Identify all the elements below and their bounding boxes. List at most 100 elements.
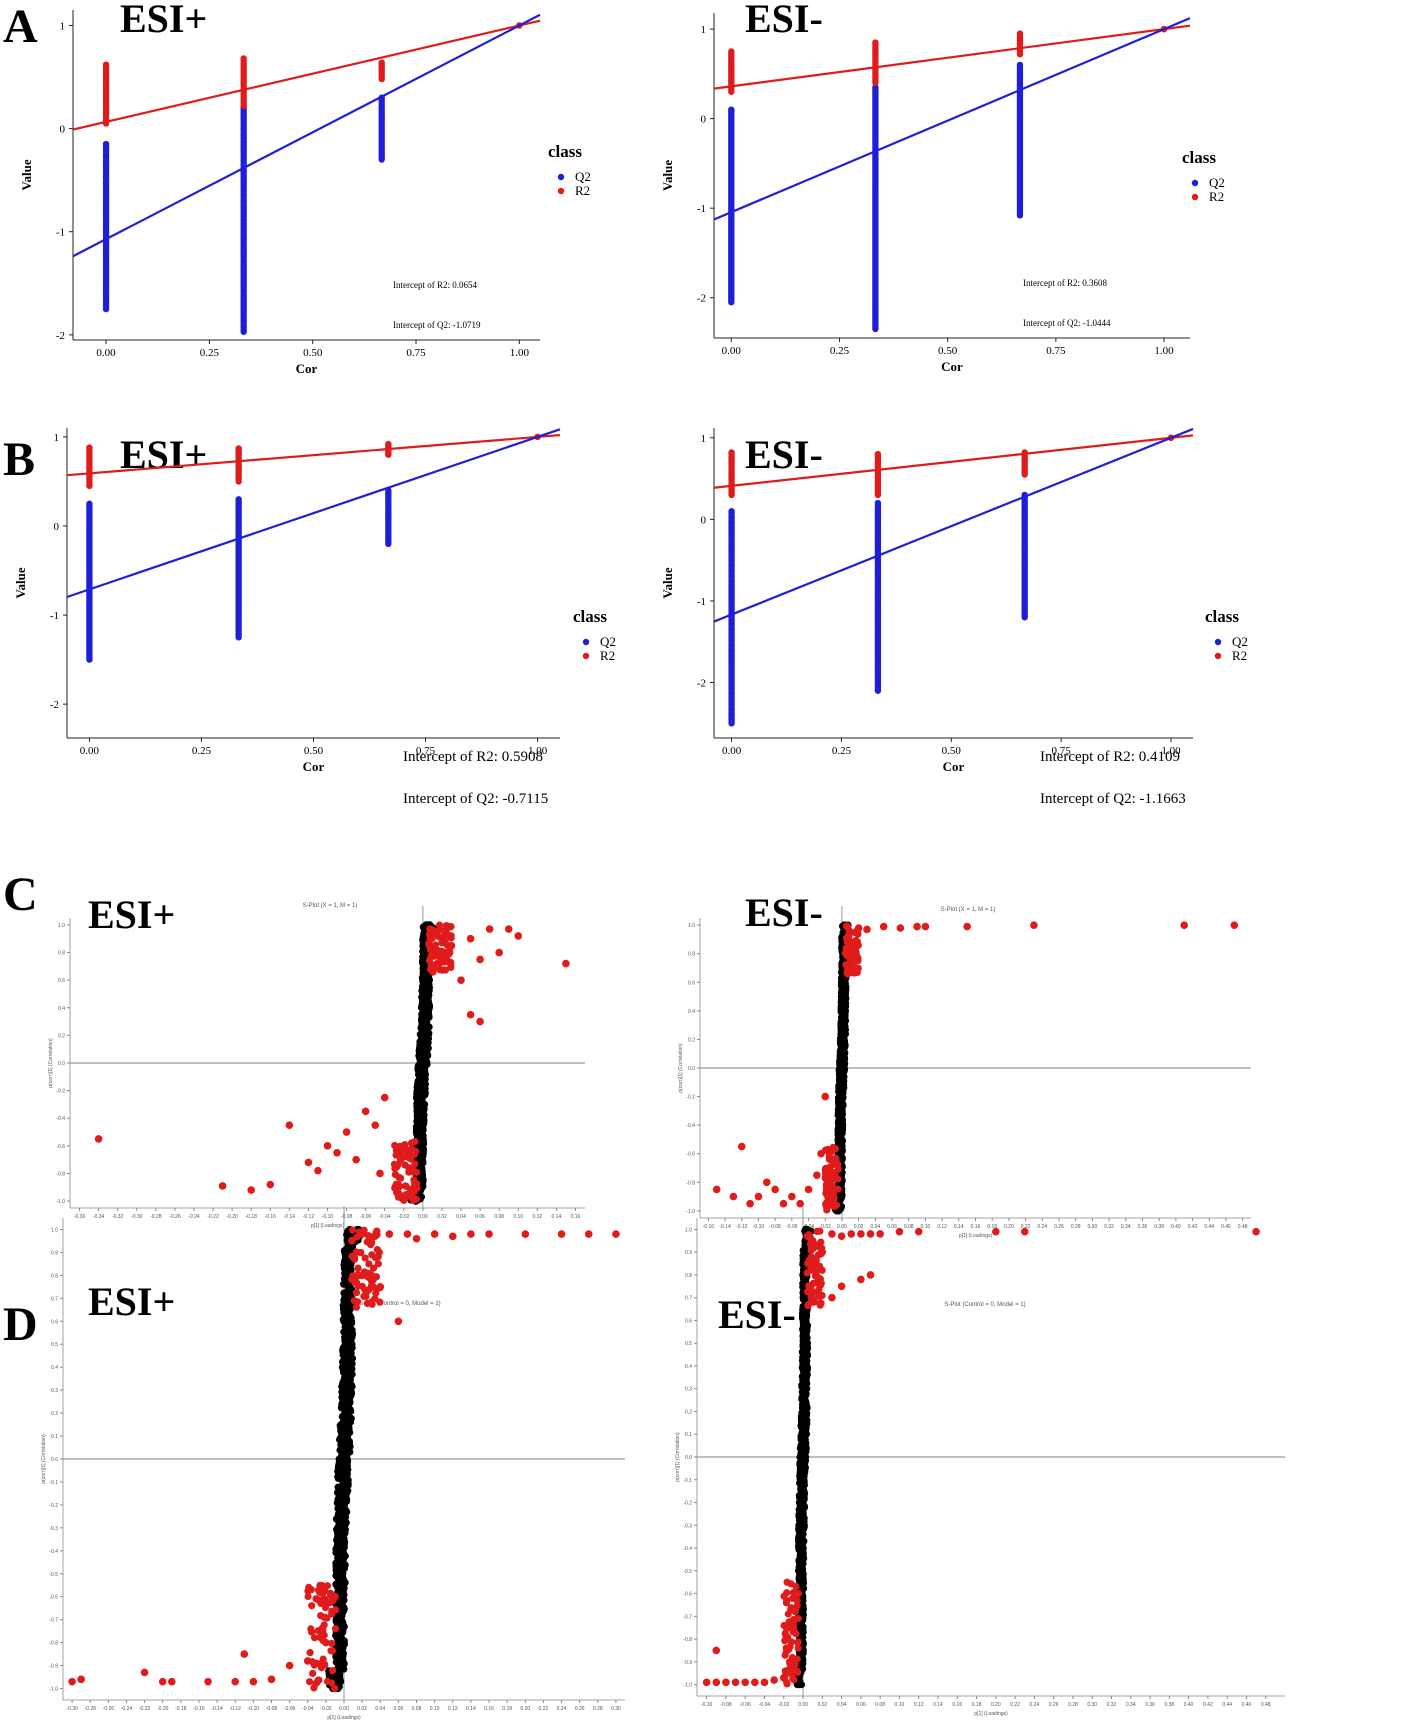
y-tick-label: 0.1 <box>51 1434 58 1440</box>
red-point <box>434 963 443 971</box>
x-tick-label: 0.10 <box>513 1214 523 1220</box>
y-tick-label: -0.4 <box>683 1546 692 1552</box>
red-point <box>304 1158 313 1167</box>
y-tick-label: -1 <box>50 610 59 622</box>
red-point <box>327 1598 335 1606</box>
q2-point <box>872 84 879 91</box>
red-point <box>204 1677 212 1686</box>
x-tick-label: 0.06 <box>475 1214 485 1220</box>
red-point <box>440 926 449 934</box>
y-tick-label: 0.9 <box>51 1250 58 1256</box>
y-axis-title: p(corr)[1] (Correlation) <box>678 1043 684 1093</box>
r2-point <box>240 55 247 62</box>
red-point <box>562 959 570 968</box>
chart-5: ESI- S-Plot (X = 1, M = 1)-0.16 -0.14 -0.12… <box>678 890 1251 1239</box>
red-point <box>323 1142 332 1150</box>
legend-q2-marker <box>557 173 565 181</box>
x-tick-label: -0.06 <box>739 1702 751 1708</box>
intercept-r2-text: Intercept of R2: 0.0654 <box>393 280 477 290</box>
x-tick-label: 0.02 <box>357 1706 367 1712</box>
r2-point <box>385 440 392 448</box>
chart-title: ESI- <box>745 432 823 477</box>
x-tick-label: 0.02 <box>854 1224 864 1230</box>
legend-q2-marker <box>1214 638 1222 646</box>
red-point <box>831 1171 839 1179</box>
red-point <box>374 1260 382 1268</box>
red-point <box>813 1171 821 1179</box>
x-tick-label: 0.20 <box>520 1706 530 1712</box>
legend-title: class <box>1182 148 1216 167</box>
red-point <box>557 1230 566 1238</box>
x-tick-label: 0.20 <box>991 1702 1001 1708</box>
red-point <box>466 1010 475 1019</box>
red-point <box>249 1677 258 1686</box>
x-tick-label: 0.00 <box>80 745 100 757</box>
y-tick-label: -0.8 <box>686 1180 695 1186</box>
red-point <box>845 931 853 939</box>
red-point <box>376 1169 384 1178</box>
red-point <box>331 1592 339 1601</box>
chart-subtitle: S-Plot (X = 1, M = 1) <box>303 903 358 909</box>
red-point <box>303 1657 312 1665</box>
x-tick-label: -0.10 <box>248 1706 260 1712</box>
q2-point <box>728 106 735 113</box>
red-point <box>316 1588 324 1597</box>
x-tick-label: 0.10 <box>921 1224 931 1230</box>
x-tick-label: 0.50 <box>942 745 962 757</box>
y-tick-label: 0.4 <box>51 1365 58 1371</box>
x-tick-label: 0.00 <box>837 1224 847 1230</box>
red-point <box>843 965 852 973</box>
legend-r2-label: R2 <box>1209 189 1224 204</box>
red-point <box>365 1260 373 1268</box>
x-tick-label: 0.08 <box>904 1224 914 1230</box>
intercept-r2-text: Intercept of R2: 0.5908 <box>403 749 543 765</box>
x-tick-label: 0.46 <box>1221 1224 1231 1230</box>
q2-regression-line <box>72 13 541 258</box>
red-point <box>361 1254 369 1262</box>
y-axis-title: Value <box>660 160 675 192</box>
y-tick-label: 1 <box>701 433 707 445</box>
x-tick-label: -0.08 <box>266 1706 278 1712</box>
y-tick-label: -0.5 <box>683 1569 692 1575</box>
charts-group: ESI+0.00 0.25 0.50 0.75 1.0010-1-2CorValuecl… <box>13 0 1285 1721</box>
y-tick-label: 0.0 <box>688 1066 695 1072</box>
red-point <box>305 1678 314 1686</box>
y-tick-label: 1 <box>60 20 66 32</box>
x-tick-label: -0.16 <box>193 1706 205 1712</box>
y-tick-label: 0.4 <box>685 1364 692 1370</box>
y-tick-label: -0.6 <box>49 1595 58 1601</box>
x-tick-label: -0.06 <box>284 1706 296 1712</box>
red-point <box>380 1093 389 1102</box>
x-tick-label: 0.00 <box>96 347 116 359</box>
core-point <box>338 1393 346 1401</box>
y-tick-label: 1.0 <box>51 1227 58 1233</box>
red-point <box>358 1271 366 1280</box>
x-axis-title: p[1] (Loadings) <box>311 1223 345 1229</box>
x-tick-label: 0.42 <box>1188 1224 1198 1230</box>
red-point <box>309 1669 317 1678</box>
chart-title: ESI+ <box>88 1279 175 1324</box>
red-point <box>963 922 971 931</box>
y-tick-label: -0.4 <box>49 1549 58 1555</box>
red-point <box>412 1234 421 1243</box>
red-point <box>854 924 863 932</box>
red-point <box>431 941 439 949</box>
red-point <box>410 1149 418 1157</box>
chart-1: ESI-0.00 0.25 0.50 0.75 1.0010-1-2CorValuecl… <box>660 0 1225 374</box>
x-tick-label: -0.10 <box>322 1214 334 1220</box>
red-point <box>348 1275 356 1284</box>
red-point <box>409 1193 417 1201</box>
q2-regression-line <box>713 17 1191 221</box>
red-point <box>267 1675 276 1684</box>
y-tick-label: 0.4 <box>58 1006 65 1012</box>
red-point <box>391 1164 399 1173</box>
y-tick-label: -1 <box>697 596 706 608</box>
x-tick-label: 0.06 <box>856 1702 866 1708</box>
red-point <box>762 1178 771 1187</box>
y-tick-label: -1 <box>697 203 706 215</box>
x-tick-label: -0.36 <box>74 1214 86 1220</box>
red-point <box>357 1248 365 1257</box>
x-tick-label: -0.06 <box>360 1214 372 1220</box>
chart-subtitle: S-Plot (Control = 0, Model = 1) <box>359 1301 440 1307</box>
x-tick-label: 0.75 <box>406 347 426 359</box>
